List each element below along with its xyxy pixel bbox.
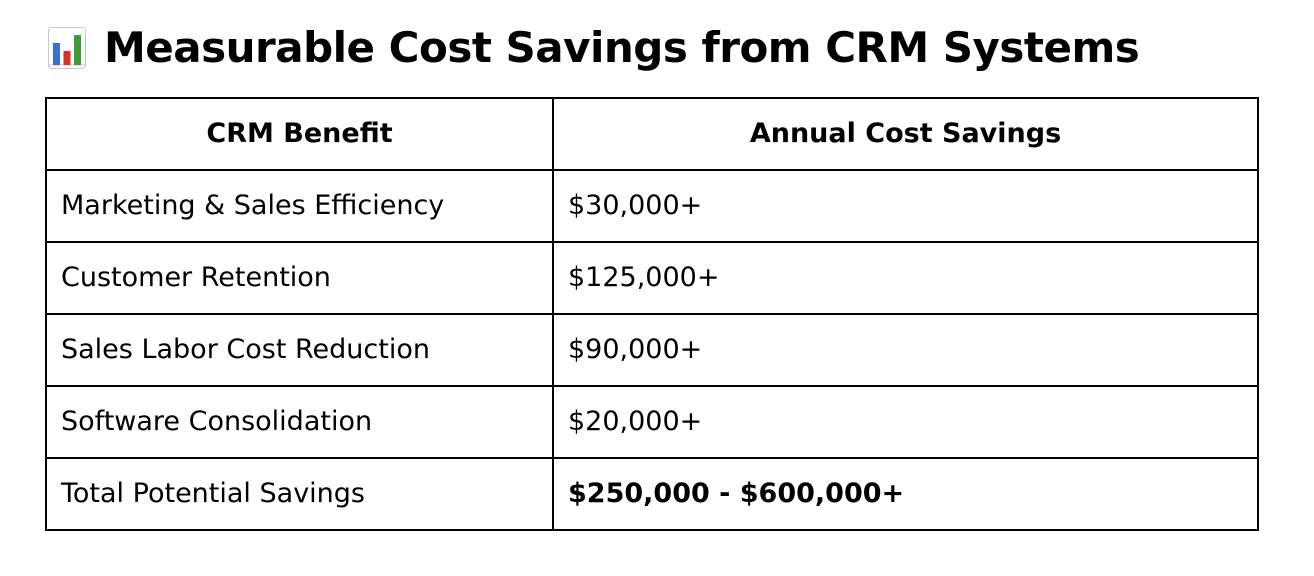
total-row: Total Potential Savings $250,000 - $600,… [45, 457, 1259, 531]
column-header-annual-cost-savings: Annual Cost Savings [552, 97, 1259, 171]
total-savings-cell: $250,000 - $600,000+ [552, 457, 1259, 531]
page-heading: Measurable Cost Savings from CRM Systems [48, 20, 1140, 76]
table-row: Software Consolidation $20,000+ [45, 385, 1259, 459]
benefit-cell: Marketing & Sales Efficiency [45, 169, 554, 243]
table-header-row: CRM Benefit Annual Cost Savings [45, 97, 1259, 171]
table-row: Customer Retention $125,000+ [45, 241, 1259, 315]
savings-cell: $20,000+ [552, 385, 1259, 459]
savings-cell: $90,000+ [552, 313, 1259, 387]
table-row: Marketing & Sales Efficiency $30,000+ [45, 169, 1259, 243]
total-label-cell: Total Potential Savings [45, 457, 554, 531]
table-row: Sales Labor Cost Reduction $90,000+ [45, 313, 1259, 387]
cost-savings-table: CRM Benefit Annual Cost Savings Marketin… [45, 97, 1259, 531]
benefit-cell: Customer Retention [45, 241, 554, 315]
bar-chart-icon [48, 27, 86, 69]
benefit-cell: Sales Labor Cost Reduction [45, 313, 554, 387]
savings-cell: $30,000+ [552, 169, 1259, 243]
savings-cell: $125,000+ [552, 241, 1259, 315]
benefit-cell: Software Consolidation [45, 385, 554, 459]
page-title: Measurable Cost Savings from CRM Systems [104, 23, 1140, 72]
column-header-crm-benefit: CRM Benefit [45, 97, 554, 171]
